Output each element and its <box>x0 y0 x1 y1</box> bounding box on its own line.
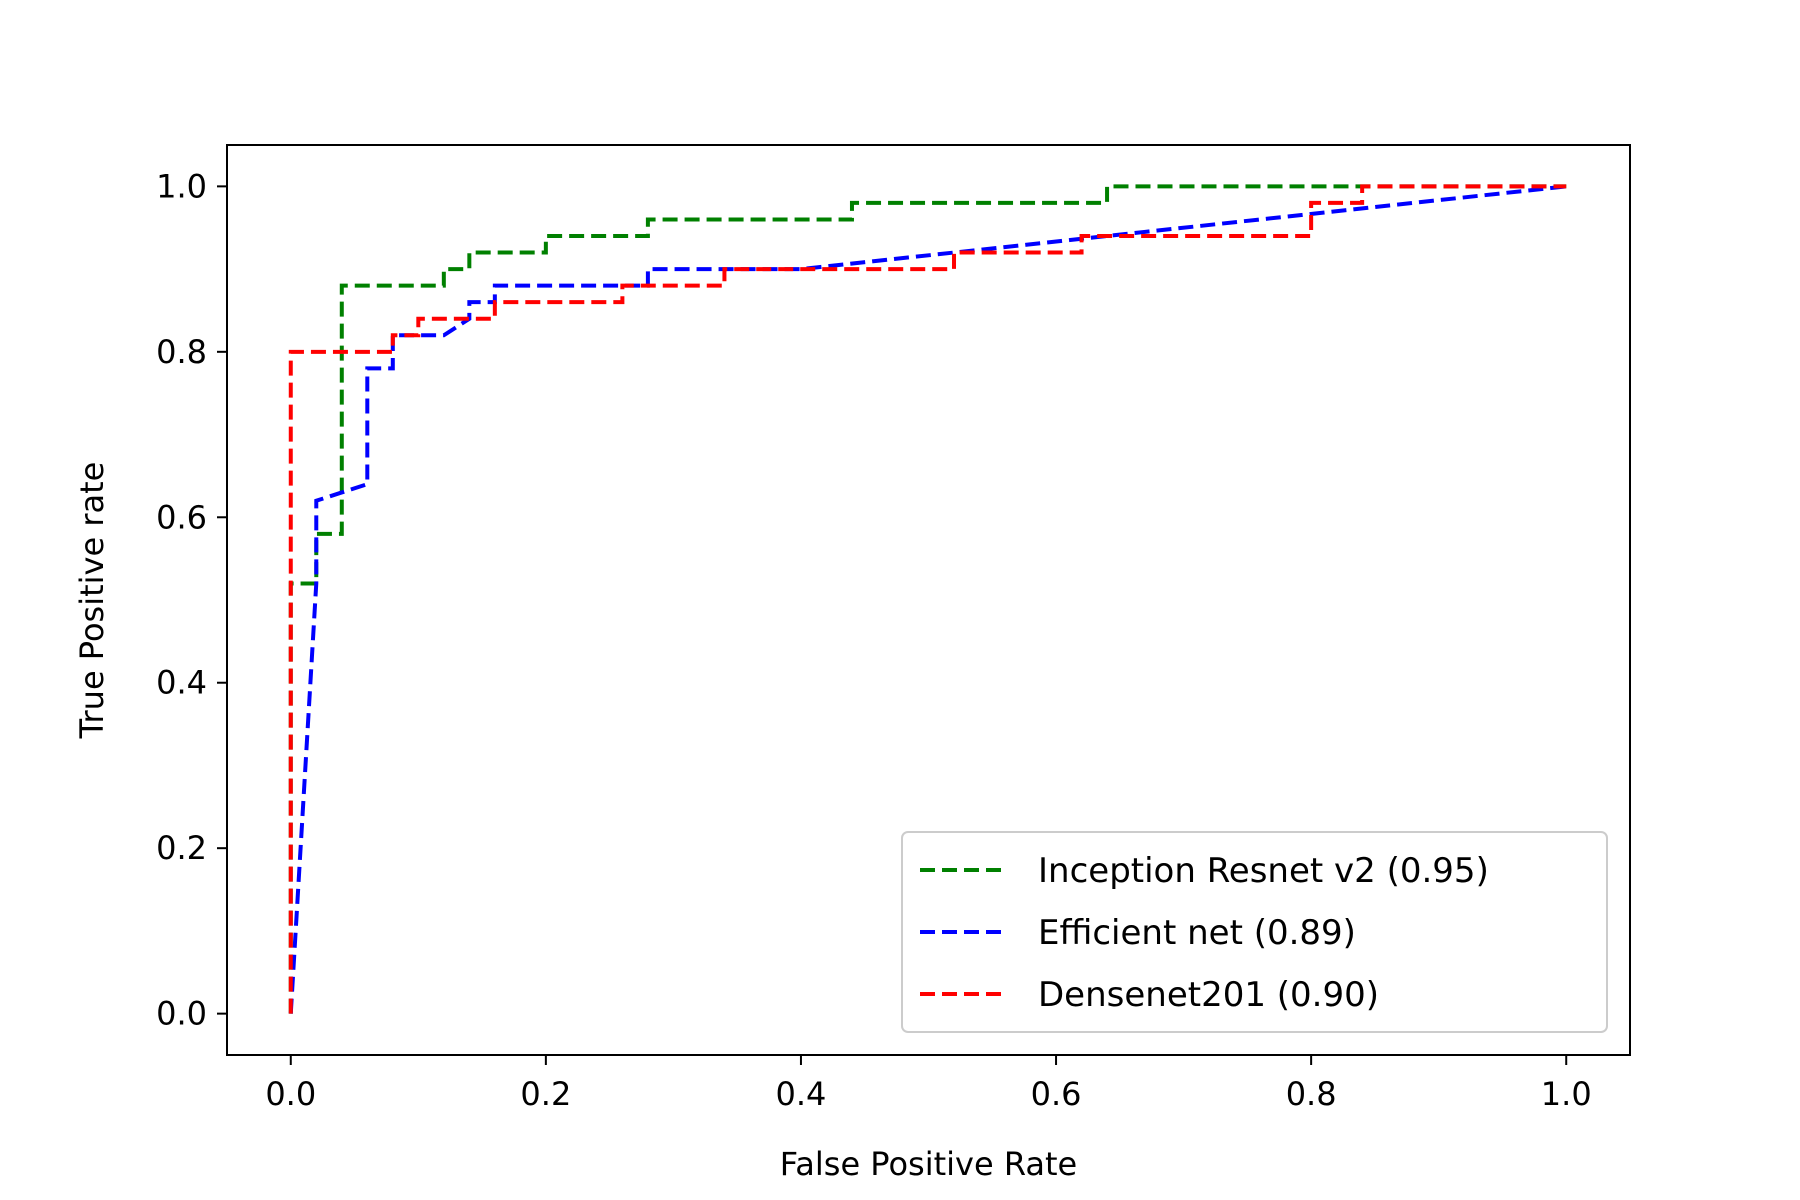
series-layer <box>288 184 1567 1014</box>
y-axis-label: True Positive rate <box>73 462 111 740</box>
y-tick-label: 1.0 <box>156 167 207 205</box>
legend-entry-2: Densenet201 (0.90) <box>920 975 1379 1015</box>
y-tick-label: 0.2 <box>156 829 207 867</box>
series-line-1 <box>288 184 1567 1014</box>
y-tick-label: 0.6 <box>156 498 207 536</box>
legend-label: Efficient net (0.89) <box>1038 913 1356 953</box>
x-axis: 0.0 0.2 0.4 0.6 0.8 1.0 <box>265 1055 1592 1113</box>
y-axis: 0.0 0.2 0.4 0.6 0.8 1.0 <box>156 167 227 1033</box>
x-tick-label: 0.4 <box>776 1075 827 1113</box>
series-line-0 <box>288 184 1567 1014</box>
legend-box <box>901 831 1608 1033</box>
legend-entry-0: Inception Resnet v2 (0.95) <box>920 851 1489 891</box>
x-tick-label: 0.2 <box>520 1075 571 1113</box>
legend-entries: Inception Resnet v2 (0.95) Efficient net … <box>920 851 1489 1015</box>
legend: Inception Resnet v2 (0.95) Efficient net … <box>901 831 1608 1033</box>
x-tick-label: 0.8 <box>1286 1075 1337 1113</box>
y-tick-label: 0.4 <box>156 664 207 702</box>
x-axis-label: False Positive Rate <box>780 1145 1077 1183</box>
legend-label: Inception Resnet v2 (0.95) <box>1038 851 1489 891</box>
y-tick-label: 0.8 <box>156 333 207 371</box>
legend-entry-1: Efficient net (0.89) <box>920 913 1356 953</box>
legend-label: Densenet201 (0.90) <box>1038 975 1379 1015</box>
x-tick-label: 0.6 <box>1031 1075 1082 1113</box>
x-tick-label: 0.0 <box>265 1075 316 1113</box>
y-tick-label: 0.0 <box>156 995 207 1033</box>
plot-frame <box>226 144 1631 1056</box>
x-tick-label: 1.0 <box>1541 1075 1592 1113</box>
plot-area <box>226 144 1631 1056</box>
